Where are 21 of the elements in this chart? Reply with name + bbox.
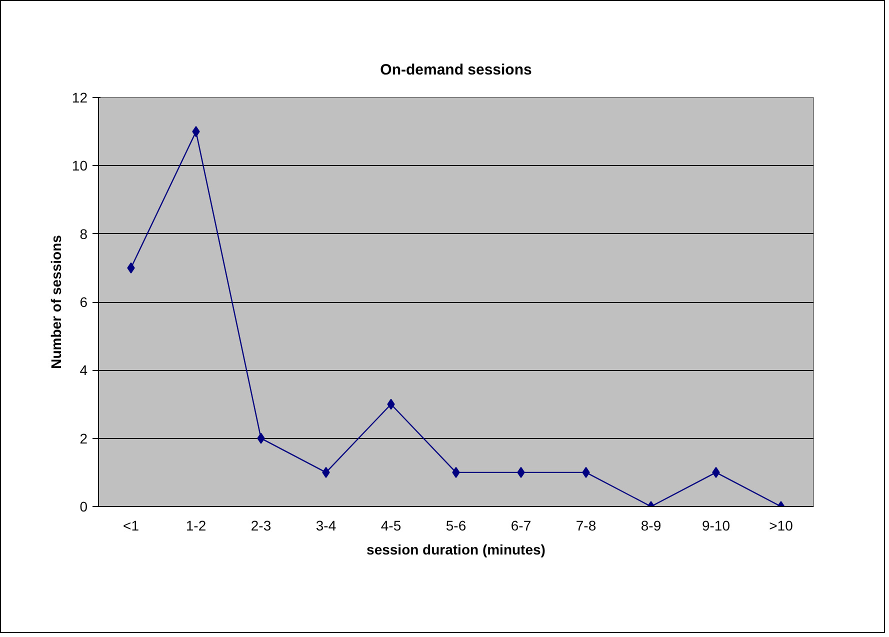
x-tick-label: 4-5 xyxy=(380,518,402,534)
y-tick-label: 2 xyxy=(80,430,88,446)
x-tick-label: 1-2 xyxy=(186,518,206,534)
x-axis-title: session duration (minutes) xyxy=(366,542,546,558)
x-tick-label: 2-3 xyxy=(250,518,272,534)
chart-title: On-demand sessions xyxy=(380,62,532,78)
x-tick-label: 3-4 xyxy=(316,518,336,534)
y-tick-label: 4 xyxy=(80,362,88,378)
x-tick-label: <1 xyxy=(123,518,140,534)
y-tick-label: 0 xyxy=(80,498,88,514)
x-tick-label: 7-8 xyxy=(576,518,596,534)
x-tick-label: 9-10 xyxy=(702,518,730,534)
y-axis-title: Number of sessions xyxy=(48,234,64,369)
x-tick-label: >10 xyxy=(769,518,794,534)
y-tick-label: 12 xyxy=(72,90,88,106)
x-tick-label: 8-9 xyxy=(640,518,662,534)
y-tick-label: 10 xyxy=(72,158,88,174)
y-tick-label: 8 xyxy=(80,226,88,242)
y-tick-label: 6 xyxy=(80,294,88,310)
x-tick-label: 6-7 xyxy=(510,518,532,534)
x-tick-label: 5-6 xyxy=(446,518,466,534)
